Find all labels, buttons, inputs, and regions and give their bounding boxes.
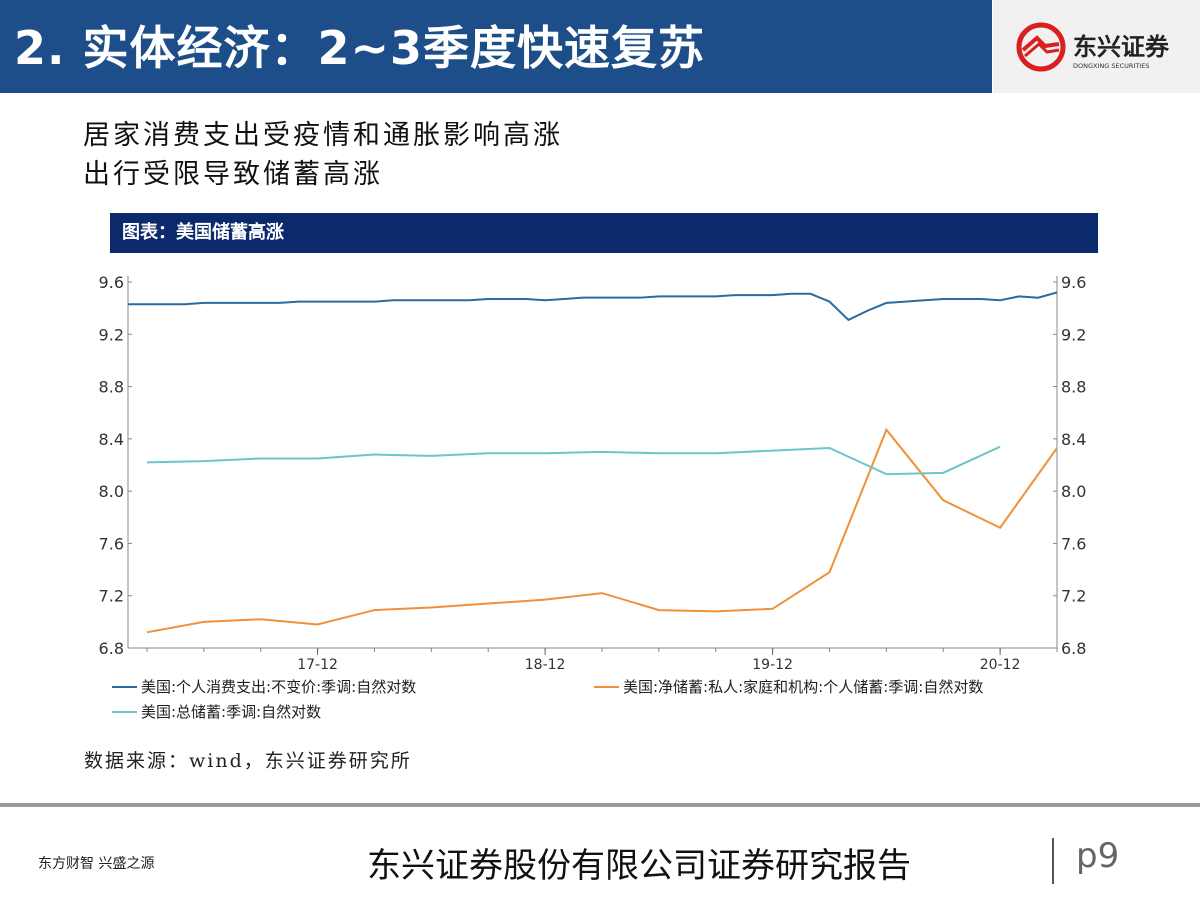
subtitle-line-1: 居家消费支出受疫情和通胀影响高涨 <box>83 120 563 151</box>
y-left-tick-label: 8.4 <box>99 430 124 449</box>
y-right-tick-label: 9.6 <box>1061 273 1086 292</box>
y-right-tick-label: 9.2 <box>1061 325 1086 344</box>
y-right-tick-label: 7.6 <box>1061 534 1086 553</box>
y-left-tick-label: 6.8 <box>99 639 124 658</box>
data-source: 数据来源：wind，东兴证券研究所 <box>84 750 412 772</box>
y-left-tick-label: 8.0 <box>99 482 124 501</box>
y-left-tick-label: 9.2 <box>99 325 124 344</box>
legend-label: 美国:净储蓄:私人:家庭和机构:个人储蓄:季调:自然对数 <box>623 678 983 696</box>
header-bar: 2. 实体经济：2~3季度快速复苏 <box>0 0 992 93</box>
footer-divider <box>0 803 1200 807</box>
y-left-tick-label: 8.8 <box>99 378 124 397</box>
footer-slogan: 东方财智 兴盛之源 <box>38 856 155 872</box>
y-right-tick-label: 8.8 <box>1061 378 1086 397</box>
footer-separator <box>1052 838 1054 884</box>
y-right-tick-label: 8.0 <box>1061 482 1086 501</box>
x-tick-label: 19-12 <box>752 657 793 673</box>
net-saving-line <box>146 427 1058 634</box>
slide-title: 2. 实体经济：2~3季度快速复苏 <box>14 21 706 75</box>
y-left-tick-label: 7.6 <box>99 534 124 553</box>
logo-text: 东兴证券 <box>1073 33 1170 61</box>
x-tick-label: 17-12 <box>297 657 338 673</box>
logo-emblem-icon: 东兴证券 DONGXING SECURITIES <box>1016 22 1170 72</box>
chart-title-bar: 图表：美国储蓄高涨 <box>110 213 1098 253</box>
total-saving-line <box>146 445 1001 476</box>
y-right-tick-label: 8.4 <box>1061 430 1086 449</box>
y-right-tick-label: 7.2 <box>1061 587 1086 606</box>
subtitle-line-2: 出行受限导致储蓄高涨 <box>83 159 383 190</box>
y-right-tick-label: 6.8 <box>1061 639 1086 658</box>
legend-label: 美国:个人消费支出:不变价:季调:自然对数 <box>141 678 416 696</box>
footer-report-name: 东兴证券股份有限公司证券研究报告 <box>367 846 911 886</box>
legend-label: 美国:总储蓄:季调:自然对数 <box>141 703 321 721</box>
y-left-tick-label: 9.6 <box>99 273 124 292</box>
x-tick-label: 20-12 <box>980 657 1021 673</box>
company-logo: 东兴证券 DONGXING SECURITIES <box>993 0 1200 93</box>
y-left-tick-label: 7.2 <box>99 587 124 606</box>
logo-subtext: DONGXING SECURITIES <box>1073 62 1149 70</box>
page-number: p9 <box>1076 836 1120 876</box>
chart-title: 图表：美国储蓄高涨 <box>122 222 284 243</box>
x-tick-label: 18-12 <box>525 657 566 673</box>
consumption-line <box>128 291 1058 322</box>
